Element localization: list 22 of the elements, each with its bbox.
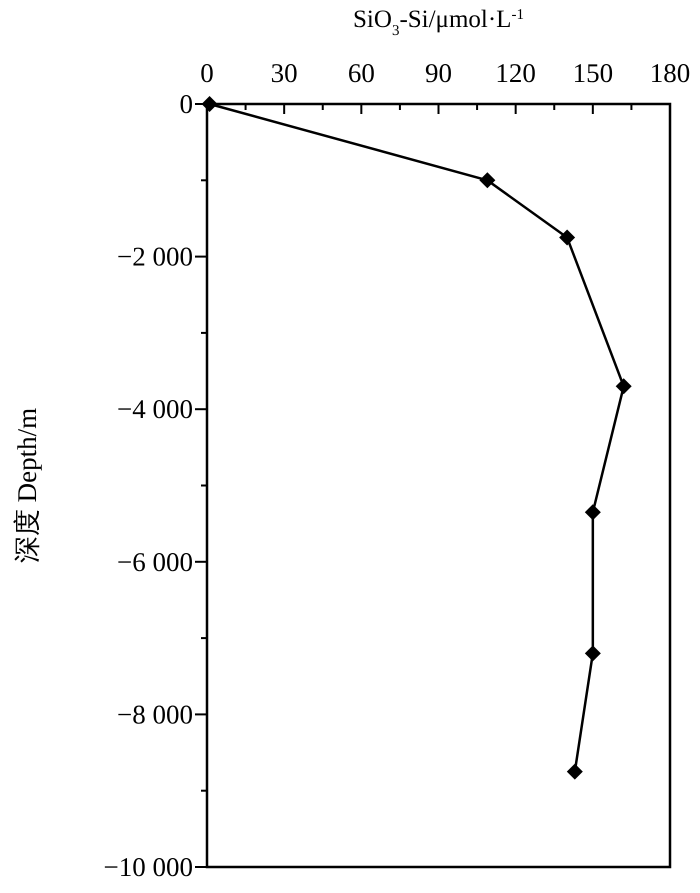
x-tick-label: 180 [650, 58, 690, 88]
y-tick-label: 0 [180, 89, 193, 119]
x-axis-title: SiO$_{3}$-Si/μmol·L$^{-1}$ [353, 6, 524, 39]
x-tick-label: 150 [572, 58, 614, 88]
x-tick-label: 30 [270, 58, 298, 88]
y-tick-label: −8 000 [117, 699, 193, 730]
y-tick-label: −6 000 [117, 546, 193, 577]
point [584, 645, 601, 662]
y-tick-label: −2 000 [117, 242, 193, 272]
y-tick-label: −10 000 [104, 852, 193, 882]
point [559, 230, 576, 246]
point [584, 504, 601, 520]
point [479, 172, 496, 188]
x-tick-label: 90 [425, 58, 452, 88]
point [202, 96, 218, 112]
point [566, 764, 583, 780]
y-tick-label: −4 000 [117, 394, 193, 424]
point [616, 378, 632, 394]
x-tick-label: 0 [200, 58, 214, 88]
x-tick-label: 60 [348, 58, 375, 88]
x-tick-label: 120 [495, 58, 536, 88]
y-axis-title: 深度 Depth/m [12, 408, 42, 564]
